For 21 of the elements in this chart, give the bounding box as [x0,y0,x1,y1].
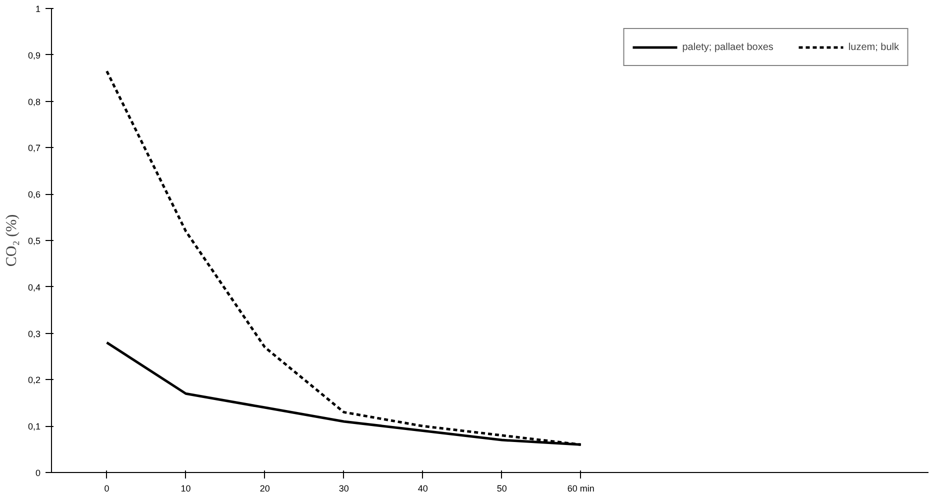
x-tick-label: 50 [496,484,507,494]
y-tick-label: 0 [35,468,41,478]
y-tick-label: 0,1 [28,422,41,432]
legend-label: luzem; bulk [848,42,899,52]
y-tick-label: 0,6 [28,190,41,200]
x-tick-label: 10 [180,484,191,494]
x-tick-label: 60 min [567,484,594,494]
y-axis-title: CO₂ (%) [4,214,20,267]
x-tick-label: 40 [418,484,428,494]
y-tick-label: 0,9 [28,50,41,60]
x-tick-label: 0 [104,484,110,494]
x-tick-label: 30 [338,484,349,494]
y-tick-label: 0,2 [28,375,41,386]
x-tick-label: 20 [260,484,270,494]
legend-label: palety; pallaet boxes [682,42,774,52]
y-tick-label: 1 [35,4,41,14]
y-tick-label: 0,7 [28,143,41,154]
y-tick-label: 0,8 [28,96,41,107]
y-tick-label: 0,5 [28,236,41,246]
y-tick-label: 0,3 [28,328,41,339]
y-tick-label: 0,4 [28,282,41,292]
